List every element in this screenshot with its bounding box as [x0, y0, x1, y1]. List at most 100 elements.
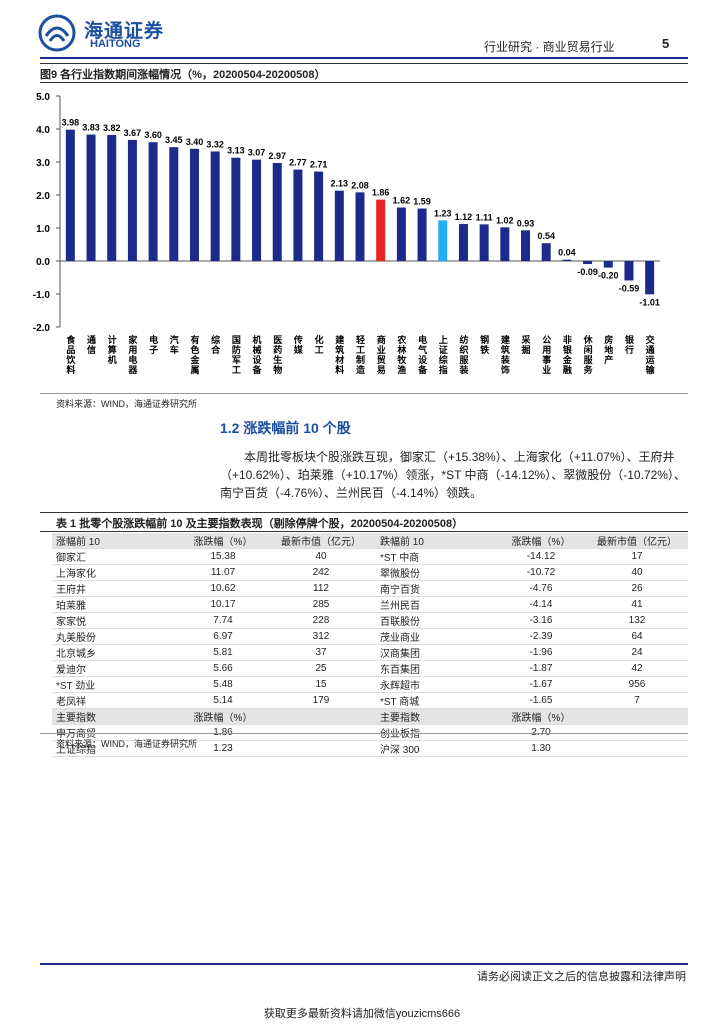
value-label: 3.60	[144, 130, 162, 140]
value-label: 3.83	[82, 123, 100, 133]
table-cell: 2.70	[496, 724, 586, 741]
table-cell: 老凤祥	[52, 692, 180, 709]
y-tick-label: -1.0	[33, 290, 51, 301]
x-tick-label: 纺织服装	[458, 334, 469, 375]
value-label: 2.13	[331, 179, 349, 189]
value-label: 3.98	[62, 118, 80, 128]
table-cell: 179	[266, 692, 376, 709]
bar	[479, 224, 489, 261]
bar	[314, 171, 324, 261]
table-row: 上证综指 1.23 沪深 300 1.30	[52, 740, 688, 757]
table-cell: 涨幅前 10	[52, 533, 180, 549]
value-label: 2.71	[310, 160, 328, 170]
y-tick-label: 2.0	[36, 191, 50, 202]
bar	[417, 208, 427, 261]
table-cell: 285	[266, 596, 376, 613]
value-label: 2.97	[268, 151, 286, 161]
table-cell: 37	[266, 644, 376, 661]
table-cell: 24	[586, 644, 688, 661]
value-label: 0.93	[517, 218, 535, 228]
table-cell: 15.38	[180, 548, 266, 565]
x-tick-label: 交通运输	[644, 334, 655, 375]
value-label: 1.59	[413, 197, 431, 207]
table-cell: -14.12	[496, 548, 586, 565]
x-tick-label: 采掘	[521, 334, 532, 355]
value-label: 1.86	[372, 188, 390, 198]
table-row: 爱迪尔 5.66 25 东百集团 -1.87 42	[52, 660, 688, 677]
x-tick-label: 公用事业	[541, 335, 552, 375]
table-cell: -4.76	[496, 580, 586, 597]
table-cell: 涨跌幅（%）	[180, 708, 266, 725]
table-cell: 5.48	[180, 676, 266, 693]
bar	[521, 230, 531, 261]
watermark: 获取更多最新资料请加微信youzicms666	[263, 1008, 461, 1020]
value-label: 3.82	[103, 123, 121, 133]
logo-en: HAITONG	[90, 38, 141, 50]
figure-source: 资料来源：WIND，海通证券研究所	[56, 399, 197, 409]
bar	[541, 243, 551, 261]
table-cell: 7	[586, 692, 688, 709]
x-tick-label: 农林牧渔	[396, 334, 407, 375]
value-label: 1.11	[476, 212, 493, 222]
table-cell: 5.66	[180, 660, 266, 677]
table-cell: 申万商贸	[52, 724, 180, 741]
logo-cn: 海通证券	[84, 21, 165, 42]
x-tick-label: 建筑材料	[334, 334, 345, 375]
value-label: 3.40	[186, 137, 204, 147]
x-tick-label: 有色金属	[189, 334, 200, 375]
y-tick-label: 5.0	[36, 92, 50, 103]
y-tick-label: -2.0	[33, 323, 51, 334]
table-cell	[266, 708, 376, 725]
table-cell	[586, 740, 688, 757]
table-cell: -10.72	[496, 564, 586, 581]
bar	[500, 227, 510, 261]
value-label: 0.54	[537, 231, 555, 241]
table-row: 申万商贸 1.86 创业板指 2.70	[52, 724, 688, 741]
bar	[252, 159, 262, 261]
table-cell: 25	[266, 660, 376, 677]
table-cell: 沪深 300	[376, 740, 496, 757]
table-cell: 132	[586, 612, 688, 629]
table-cell: 永辉超市	[376, 676, 496, 693]
bar	[86, 134, 96, 261]
table-cell: 最新市值（亿元）	[266, 533, 376, 549]
bar	[438, 220, 448, 261]
section-heading: 1.2 涨跌幅前 10 个股	[220, 420, 351, 436]
x-tick-label: 家用电器	[127, 334, 138, 375]
value-label: 1.62	[393, 196, 411, 206]
table-cell: 家家悦	[52, 612, 180, 629]
table-cell: 翠微股份	[376, 564, 496, 581]
x-tick-label: 钢铁	[479, 334, 489, 355]
x-tick-label: 传媒	[292, 334, 303, 355]
bar	[624, 261, 634, 281]
table-row: 王府井 10.62 112 南宁百货 -4.76 26	[52, 580, 688, 597]
table-cell	[586, 708, 688, 725]
table-cell: 1.23	[180, 740, 266, 757]
table-cell: 1.30	[496, 740, 586, 757]
table-cell: 王府井	[52, 580, 180, 597]
table-cell: 1.86	[180, 724, 266, 741]
value-label: -1.01	[639, 297, 660, 307]
table-cell: 41	[586, 596, 688, 613]
bar	[376, 199, 386, 261]
bar	[334, 190, 344, 261]
table-cell: 10.17	[180, 596, 266, 613]
table-cell: 5.81	[180, 644, 266, 661]
table-cell: *ST 商城	[376, 692, 496, 709]
footer-notice: 请务必阅读正文之后的信息披露和法律声明	[477, 971, 686, 983]
table-cell: *ST 中商	[376, 548, 496, 565]
x-tick-label: 医药生物	[272, 335, 282, 375]
table-cell: 最新市值（亿元）	[586, 533, 688, 549]
table-cell: 15	[266, 676, 376, 693]
table-cell: 26	[586, 580, 688, 597]
header-rule	[40, 57, 688, 59]
value-label: 1.12	[455, 212, 473, 222]
x-tick-label: 电子	[148, 334, 158, 355]
table-cell	[266, 740, 376, 757]
table-cell: -1.96	[496, 644, 586, 661]
x-tick-label: 房地产	[603, 334, 613, 365]
table-cell: 创业板指	[376, 724, 496, 741]
table-cell: 6.97	[180, 628, 266, 645]
x-tick-label: 综合	[210, 334, 221, 355]
